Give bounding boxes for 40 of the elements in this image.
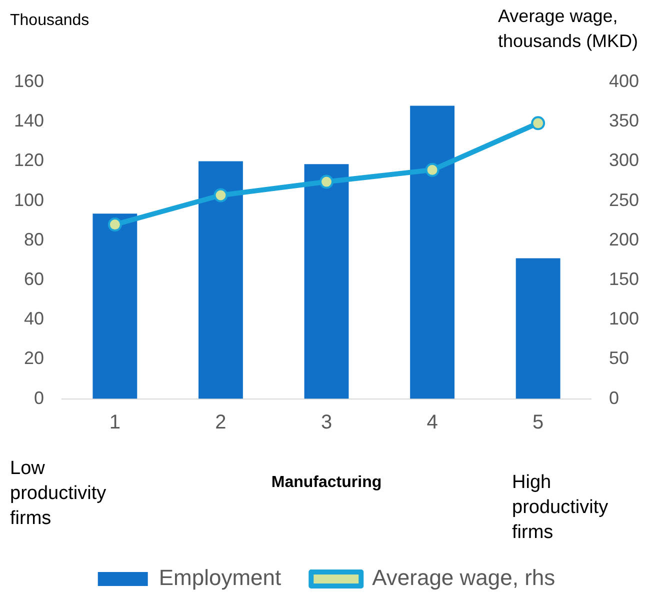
y2-tick-label: 300 bbox=[608, 150, 640, 170]
text: High productivity firms bbox=[512, 471, 610, 545]
point bbox=[108, 218, 122, 232]
y2-tick-label: 0 bbox=[608, 388, 619, 408]
y-tick-label: 40 bbox=[24, 308, 44, 329]
y-tick-label: 120 bbox=[14, 150, 44, 170]
point bbox=[320, 174, 334, 189]
y2-tick-label: 250 bbox=[608, 190, 640, 210]
x-axis-title: Manufacturing bbox=[271, 474, 382, 491]
y-tick-label: 60 bbox=[24, 268, 44, 289]
y-tick-label: 160 bbox=[14, 70, 44, 91]
point bbox=[214, 188, 228, 202]
y-tick-label: 0 bbox=[34, 388, 44, 408]
y-axis-title: Thousands bbox=[10, 11, 90, 31]
point bbox=[531, 116, 546, 130]
y2-tick-label: 100 bbox=[608, 308, 640, 329]
y2-tick-label: 200 bbox=[608, 229, 640, 250]
y2-tick-label: 150 bbox=[608, 268, 640, 289]
bar bbox=[516, 258, 560, 399]
legend-label: Average wage, rhs bbox=[372, 565, 556, 590]
legend-label: Employment bbox=[158, 565, 282, 590]
point bbox=[425, 162, 440, 177]
x-tick-label: 5 bbox=[532, 411, 544, 434]
y-tick-label: 20 bbox=[24, 348, 44, 368]
bar bbox=[304, 164, 349, 399]
text: Low productivity firms bbox=[10, 457, 108, 531]
bar bbox=[198, 161, 243, 399]
y-tick-label: 140 bbox=[14, 110, 44, 131]
bar bbox=[410, 106, 455, 399]
y2-tick-label: 350 bbox=[608, 110, 640, 131]
y2-tick-label: 50 bbox=[608, 348, 629, 368]
y-tick-label: 80 bbox=[24, 229, 44, 250]
bar bbox=[92, 214, 138, 399]
x-tick-label: 2 bbox=[215, 411, 226, 434]
x-tick-label: 1 bbox=[109, 411, 120, 434]
y-tick-label: 100 bbox=[14, 190, 44, 210]
y2-axis-title: Average wage, thousands (MKD) bbox=[498, 5, 640, 53]
x-tick-label: 3 bbox=[320, 411, 332, 434]
x-tick-label: 4 bbox=[426, 411, 438, 434]
y2-tick-label: 400 bbox=[608, 70, 640, 91]
